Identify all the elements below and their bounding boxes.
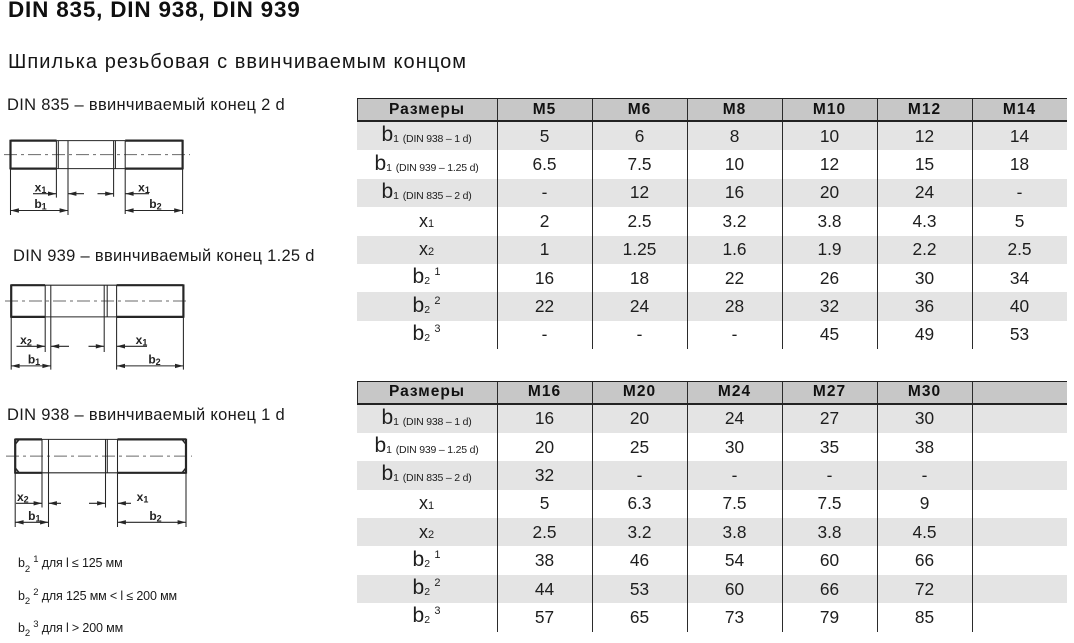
svg-text:x1: x1: [138, 181, 150, 196]
svg-text:x2: x2: [20, 333, 32, 348]
svg-text:b1: b1: [34, 197, 46, 212]
svg-text:x1: x1: [136, 333, 148, 348]
svg-text:b1: b1: [28, 509, 40, 524]
svg-text:x1: x1: [137, 490, 149, 505]
svg-text:b2: b2: [148, 353, 160, 368]
svg-text:b2: b2: [149, 509, 161, 524]
svg-text:b2: b2: [149, 197, 161, 212]
svg-text:x2: x2: [17, 490, 29, 505]
svg-text:b1: b1: [28, 353, 40, 368]
svg-text:x1: x1: [35, 181, 47, 196]
